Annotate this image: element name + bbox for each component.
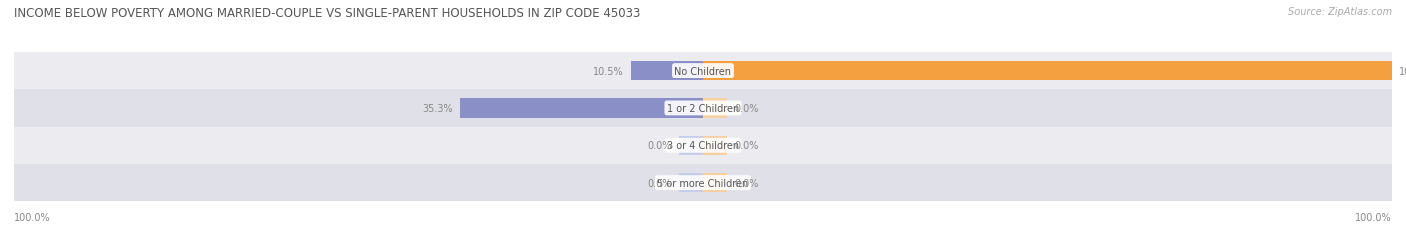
Text: 1 or 2 Children: 1 or 2 Children [666,103,740,113]
Bar [631,62,703,81]
Text: No Children: No Children [675,66,731,76]
Text: 100.0%: 100.0% [1355,212,1392,222]
Bar [679,173,703,192]
Bar [703,62,1392,81]
Bar [14,127,1392,164]
Text: 5 or more Children: 5 or more Children [658,178,748,188]
Text: INCOME BELOW POVERTY AMONG MARRIED-COUPLE VS SINGLE-PARENT HOUSEHOLDS IN ZIP COD: INCOME BELOW POVERTY AMONG MARRIED-COUPL… [14,7,641,20]
Text: 0.0%: 0.0% [734,103,758,113]
Text: 100.0%: 100.0% [1399,66,1406,76]
Bar [703,136,727,155]
Bar [14,90,1392,127]
Text: 0.0%: 0.0% [648,178,672,188]
Text: 0.0%: 0.0% [734,178,758,188]
Text: 0.0%: 0.0% [648,141,672,151]
Bar [703,99,727,118]
Text: 10.5%: 10.5% [593,66,624,76]
Bar [679,136,703,155]
Text: 3 or 4 Children: 3 or 4 Children [666,141,740,151]
Text: Source: ZipAtlas.com: Source: ZipAtlas.com [1288,7,1392,17]
Text: 35.3%: 35.3% [422,103,453,113]
Bar [460,99,703,118]
Bar [703,173,727,192]
Text: 0.0%: 0.0% [734,141,758,151]
Bar [14,164,1392,201]
Bar [14,53,1392,90]
Text: 100.0%: 100.0% [14,212,51,222]
